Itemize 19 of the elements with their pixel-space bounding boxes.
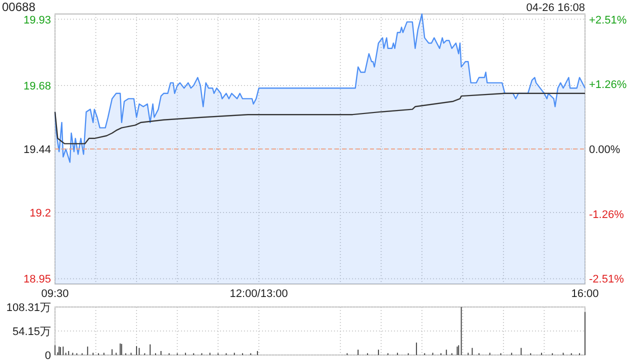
y2-tick-label: +2.51% (589, 14, 627, 27)
y-tick-label: 19.93 (23, 14, 51, 26)
y2-tick-label: -2.51% (589, 273, 624, 286)
y2-tick-label: 0.00% (589, 144, 620, 156)
x-tick-label: 09:30 (41, 288, 69, 300)
y-tick-label: 0 (44, 350, 51, 360)
line-series (54, 92, 586, 144)
chart-title: 00688 (2, 0, 36, 14)
y-tick-label: 108.31万 (6, 302, 51, 314)
y-tick-label: 18.95 (23, 274, 51, 286)
y-tick-label: 19.44 (23, 144, 51, 156)
chart-subtitle: 04-26 16:08 (526, 2, 585, 14)
y-tick-label: 19.2 (30, 208, 51, 220)
x-tick-label: 12:00/13:00 (230, 288, 288, 300)
y-tick-label: 54.15万 (12, 326, 51, 338)
y2-tick-label: -1.26% (589, 208, 624, 221)
y-tick-label: 19.68 (23, 80, 51, 92)
y2-tick-label: +1.26% (589, 79, 627, 92)
x-tick-label: 16:00 (571, 288, 599, 300)
